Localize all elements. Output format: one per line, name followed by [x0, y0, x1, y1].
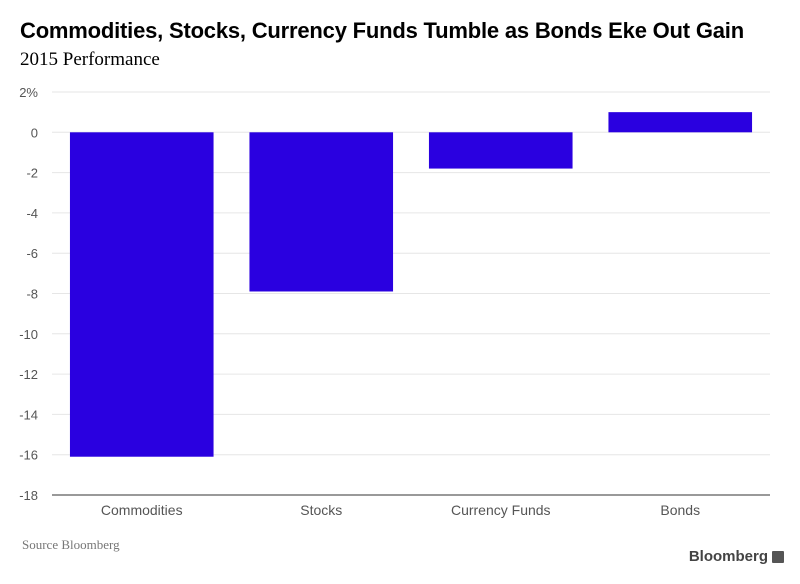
brand-name: Bloomberg: [688, 548, 768, 565]
y-tick-label: -14: [19, 407, 38, 422]
y-tick-label: -2: [26, 166, 38, 181]
bar: [69, 132, 214, 457]
x-tick-label: Stocks: [300, 502, 342, 518]
bloomberg-mark-icon: [772, 550, 784, 563]
y-tick-label: 0: [31, 125, 38, 140]
bar: [249, 132, 394, 292]
y-tick-label: -4: [26, 206, 38, 221]
y-tick-label: -18: [19, 488, 38, 503]
source-note: Source Bloomberg: [22, 537, 120, 552]
bloomberg-logo: Bloomberg: [689, 548, 784, 565]
chart-subtitle: 2015 Performance: [20, 49, 160, 70]
chart-title: Commodities, Stocks, Currency Funds Tumb…: [20, 18, 744, 43]
y-tick-label: 2%: [19, 85, 38, 100]
bar: [428, 132, 573, 169]
y-tick-label: -16: [19, 448, 38, 463]
x-tick-label: Commodities: [101, 502, 183, 518]
x-tick-label: Bonds: [660, 502, 700, 518]
y-tick-label: -12: [19, 367, 38, 382]
y-tick-label: -10: [19, 327, 38, 342]
bar: [608, 112, 753, 133]
y-tick-label: -8: [26, 287, 38, 302]
y-tick-label: -6: [26, 246, 38, 261]
x-tick-label: Currency Funds: [451, 502, 551, 518]
